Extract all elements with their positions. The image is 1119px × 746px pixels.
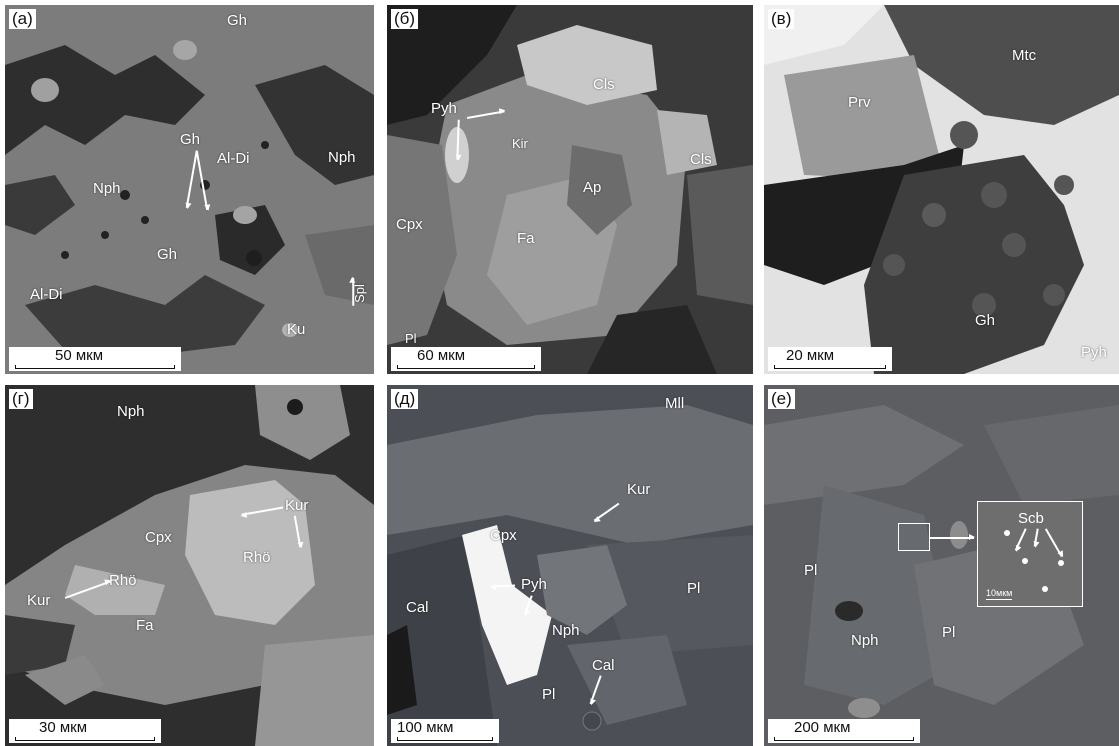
pointer-arrow [1015,528,1027,551]
mineral-label: Gh [975,312,996,329]
mineral-label: Prv [848,94,871,111]
mineral-label: Cpx [145,529,172,546]
zoom-region-box [898,523,930,551]
mineral-label: Al-Di [30,286,63,303]
mineral-label: Cls [690,151,712,168]
mineral-label: Pyh [1081,344,1107,361]
panel-a-micrograph [5,5,374,374]
panel-d: (д) Mll Kur Cpx Pyh Pl Cal Nph Cal Pl 10… [387,385,753,746]
scale-bar-label: 200 мкм [794,719,851,736]
pointer-arrow [930,534,975,540]
mineral-label: Mtc [1012,47,1037,64]
inset-grain [1042,586,1048,592]
mineral-label: Fa [136,617,154,634]
scale-bar-label: 20 мкм [786,347,835,364]
mineral-label: Spl [351,284,367,303]
mineral-label: Pyh [521,576,547,593]
pointer-arrow [1034,528,1039,547]
mineral-label: Cpx [396,216,423,233]
inset-grain [1022,558,1028,564]
mineral-label: Pl [804,562,818,579]
panel-g-tag: (г) [9,389,33,409]
scale-bar: 50 мкм [9,347,181,371]
scale-bar-label: 100 мкм [397,719,454,736]
mineral-label: Pl [687,580,701,597]
panel-d-tag: (д) [391,389,419,409]
mineral-label: Al-Di [217,150,250,167]
mineral-label: Nph [93,180,121,197]
panel-b-micrograph [387,5,753,374]
panel-d-micrograph [387,385,753,746]
inset-grain [1058,560,1064,566]
pointer-arrow [1045,528,1063,557]
inset-scale-bar: 10мкм [986,588,1013,600]
mineral-label: Pl [942,624,956,641]
scale-bar: 200 мкм [768,719,920,743]
inset-mineral-label: Scb [1018,510,1044,527]
mineral-label: Nph [552,622,580,639]
mineral-label: Pl [542,686,556,703]
panel-g-micrograph [5,385,374,746]
mineral-label: Gh [227,12,248,29]
mineral-label: Mll [665,395,685,412]
panel-g: (г) Nph Kur Cpx Rhö Rhö Kur Fa 30 мкм [5,385,374,746]
inset-grain [1004,530,1010,536]
panel-b: (б) Cls Pyh Kir Cls Ap Cpx Fa Pl 60 мкм [387,5,753,374]
panel-a: (а) Gh Gh Al-Di Nph Nph Gh Al-Di Ku Spl … [5,5,374,374]
mineral-label: Rhö [109,572,137,589]
mineral-label: Nph [328,149,356,166]
scale-bar: 30 мкм [9,719,161,743]
mineral-label: Rhö [243,549,271,566]
scale-bar: 20 мкм [768,347,892,371]
mineral-label: Cpx [490,527,517,544]
mineral-label: Gh [157,246,178,263]
mineral-label: Nph [851,632,879,649]
mineral-label: Cal [406,599,429,616]
panel-b-tag: (б) [391,9,419,29]
panel-e: (е) Scb 10мкм Pl Nph Pl 200 мкм [764,385,1119,746]
mineral-label: Kur [27,592,51,609]
mineral-label: Kur [627,481,651,498]
mineral-label: Kir [512,136,528,151]
mineral-label: Cal [592,657,615,674]
mineral-label: Fa [517,230,535,247]
mineral-label: Cls [593,76,615,93]
mineral-label: Nph [117,403,145,420]
panel-e-tag: (е) [768,389,795,409]
scale-bar-label: 60 мкм [417,347,466,364]
zoom-inset: Scb 10мкм [977,501,1083,607]
mineral-label: Pl [405,331,417,346]
mineral-label: Ku [287,321,306,338]
panel-v: (в) Mtc Prv Gh Pyh 20 мкм [764,5,1119,374]
pointer-arrow [352,277,354,306]
panel-a-tag: (а) [9,9,36,29]
scale-bar-label: 50 мкм [55,347,104,364]
panel-v-tag: (в) [768,9,795,29]
scale-bar: 60 мкм [391,347,541,371]
mineral-label: Ap [583,179,602,196]
mineral-label: Pyh [431,100,457,117]
scale-bar-label: 30 мкм [39,719,88,736]
mineral-label: Kur [285,497,309,514]
mineral-label: Gh [180,131,201,148]
panel-v-micrograph [764,5,1119,374]
scale-bar: 100 мкм [391,719,499,743]
